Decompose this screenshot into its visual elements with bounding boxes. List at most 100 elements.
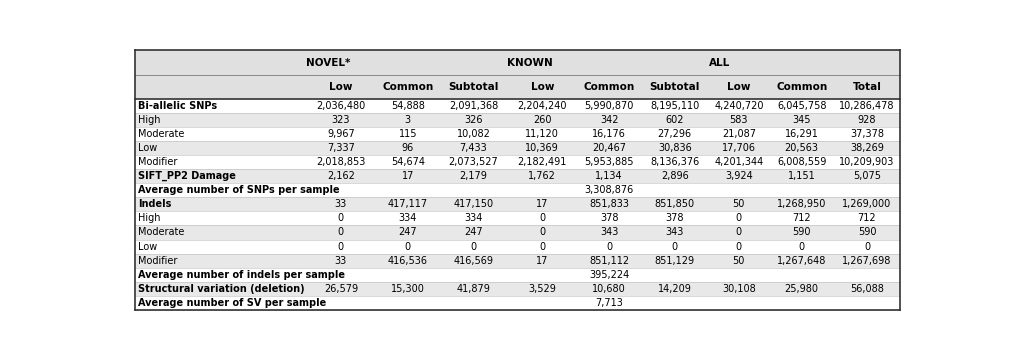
- Text: Modifier: Modifier: [138, 157, 178, 167]
- Text: KNOWN: KNOWN: [507, 57, 553, 68]
- Text: 96: 96: [402, 143, 414, 153]
- Bar: [135, 226, 900, 239]
- Text: ALL: ALL: [709, 57, 730, 68]
- Text: 6,045,758: 6,045,758: [777, 101, 827, 111]
- Text: 41,879: 41,879: [456, 284, 490, 294]
- Text: 2,204,240: 2,204,240: [518, 101, 567, 111]
- Text: Subtotal: Subtotal: [448, 82, 498, 92]
- Text: 0: 0: [405, 242, 411, 252]
- Text: 3: 3: [405, 115, 411, 125]
- Text: Indels: Indels: [138, 199, 172, 209]
- Text: 10,286,478: 10,286,478: [839, 101, 895, 111]
- Text: 2,018,853: 2,018,853: [316, 157, 366, 167]
- Text: 0: 0: [735, 213, 741, 223]
- Text: 15,300: 15,300: [391, 284, 425, 294]
- Bar: [135, 211, 900, 226]
- Text: 343: 343: [665, 228, 684, 237]
- Text: NOVEL*: NOVEL*: [306, 57, 350, 68]
- Text: 7,713: 7,713: [596, 298, 623, 308]
- Bar: [135, 141, 900, 155]
- Text: 0: 0: [735, 242, 741, 252]
- Text: 851,833: 851,833: [589, 199, 630, 209]
- Text: 30,836: 30,836: [658, 143, 691, 153]
- Text: 326: 326: [464, 115, 483, 125]
- Text: 10,680: 10,680: [593, 284, 626, 294]
- Text: 345: 345: [793, 115, 811, 125]
- Bar: [135, 169, 900, 183]
- Text: 0: 0: [338, 242, 344, 252]
- Text: 590: 590: [793, 228, 811, 237]
- Text: 590: 590: [858, 228, 876, 237]
- Text: 17,706: 17,706: [722, 143, 756, 153]
- Text: 7,337: 7,337: [327, 143, 354, 153]
- Text: 33: 33: [335, 256, 347, 266]
- Text: 54,888: 54,888: [391, 101, 425, 111]
- Text: Moderate: Moderate: [138, 129, 184, 139]
- Text: Low: Low: [138, 143, 157, 153]
- Text: 56,088: 56,088: [850, 284, 884, 294]
- Text: 342: 342: [600, 115, 618, 125]
- Text: Subtotal: Subtotal: [650, 82, 700, 92]
- Text: 378: 378: [600, 213, 618, 223]
- Text: 10,369: 10,369: [526, 143, 559, 153]
- Text: 7,433: 7,433: [459, 143, 487, 153]
- Text: 247: 247: [398, 228, 417, 237]
- Text: 8,195,110: 8,195,110: [650, 101, 699, 111]
- Text: 20,467: 20,467: [593, 143, 626, 153]
- Text: 6,008,559: 6,008,559: [777, 157, 827, 167]
- Text: 712: 712: [858, 213, 876, 223]
- Text: Low: Low: [727, 82, 751, 92]
- Bar: [135, 268, 900, 282]
- Text: 10,082: 10,082: [456, 129, 490, 139]
- Text: 395,224: 395,224: [589, 270, 630, 280]
- Text: 416,536: 416,536: [388, 256, 427, 266]
- Text: 602: 602: [665, 115, 684, 125]
- Text: 0: 0: [539, 213, 545, 223]
- Text: 0: 0: [539, 242, 545, 252]
- Bar: [135, 127, 900, 141]
- Text: Low: Low: [531, 82, 554, 92]
- Text: 851,112: 851,112: [589, 256, 630, 266]
- Text: 1,269,000: 1,269,000: [842, 199, 891, 209]
- Text: 928: 928: [858, 115, 876, 125]
- Text: 2,182,491: 2,182,491: [518, 157, 567, 167]
- Text: 50: 50: [732, 256, 745, 266]
- Text: 2,036,480: 2,036,480: [316, 101, 366, 111]
- Text: Low: Low: [329, 82, 352, 92]
- Text: 260: 260: [533, 115, 551, 125]
- Text: Bi-allelic SNPs: Bi-allelic SNPs: [138, 101, 217, 111]
- Text: 0: 0: [799, 242, 805, 252]
- Text: 0: 0: [470, 242, 477, 252]
- Text: 30,108: 30,108: [722, 284, 756, 294]
- Text: 416,569: 416,569: [453, 256, 493, 266]
- Text: 0: 0: [735, 228, 741, 237]
- Text: 2,179: 2,179: [459, 171, 488, 181]
- Text: 417,117: 417,117: [387, 199, 428, 209]
- Text: 27,296: 27,296: [657, 129, 692, 139]
- Text: 38,269: 38,269: [850, 143, 884, 153]
- Bar: [135, 296, 900, 310]
- Text: 323: 323: [332, 115, 350, 125]
- Bar: [135, 282, 900, 296]
- Text: Total: Total: [852, 82, 881, 92]
- Text: 5,990,870: 5,990,870: [584, 101, 634, 111]
- Bar: [135, 75, 900, 99]
- Text: 17: 17: [402, 171, 414, 181]
- Text: 1,151: 1,151: [788, 171, 815, 181]
- Text: Average number of SV per sample: Average number of SV per sample: [138, 298, 327, 308]
- Text: 5,075: 5,075: [853, 171, 881, 181]
- Text: 417,150: 417,150: [453, 199, 493, 209]
- Text: Modifier: Modifier: [138, 256, 178, 266]
- Text: 2,073,527: 2,073,527: [449, 157, 498, 167]
- Bar: [135, 239, 900, 254]
- Text: 0: 0: [864, 242, 870, 252]
- Text: SIFT_PP2 Damage: SIFT_PP2 Damage: [138, 171, 236, 181]
- Text: 37,378: 37,378: [850, 129, 884, 139]
- Bar: [135, 197, 900, 211]
- Text: 0: 0: [672, 242, 678, 252]
- Bar: [135, 50, 900, 75]
- Text: 8,136,376: 8,136,376: [650, 157, 699, 167]
- Text: 583: 583: [729, 115, 748, 125]
- Text: 1,268,950: 1,268,950: [777, 199, 827, 209]
- Text: 20,563: 20,563: [785, 143, 819, 153]
